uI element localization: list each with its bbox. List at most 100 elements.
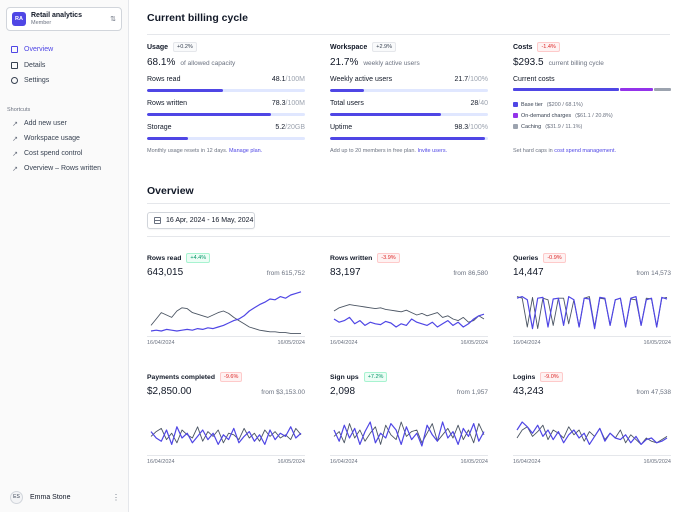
overview-title: Overview [147, 185, 194, 197]
metric-max: /40 [478, 100, 488, 107]
shortcut-workspace-usage[interactable]: ↗ Workspace usage [6, 131, 122, 146]
shortcut-overview-rows-written[interactable]: ↗ Overview – Rows written [6, 161, 122, 176]
cost-segment-3 [653, 88, 672, 91]
series-line-2 [333, 421, 485, 447]
metric-value: 21.7 [454, 76, 469, 83]
metric-card[interactable]: Rows read +4.4% 643,015 from 615,752 16/04/2… [147, 253, 305, 363]
org-avatar: RA [12, 12, 26, 26]
cost-segment-1 [513, 88, 620, 91]
metric-rows-read: Rows read 48.1/100M [147, 76, 305, 92]
card-value: 2,098 [330, 386, 356, 397]
metric-max: /20GB [285, 124, 305, 131]
line-chart [147, 291, 305, 337]
metric-max: /100% [468, 76, 488, 83]
legend-caching: Caching ($31.9 / 11.1%) [513, 121, 613, 132]
workspace-section: Workspace +2.9% 21.7% weekly active user… [330, 42, 488, 140]
x-tick-label: 16/05/2024 [277, 459, 305, 465]
divider [147, 34, 670, 35]
usage-sub: of allowed capacity [180, 60, 236, 67]
workspace-note: Add up to 20 members in free plan. Invit… [330, 148, 500, 154]
metric-card[interactable]: Rows written -3.9% 83,197 from 86,580 16/04/… [330, 253, 488, 363]
metric-max: /100M [285, 76, 305, 83]
line-chart [513, 421, 671, 456]
costs-value: $293.5 [513, 57, 544, 68]
usage-badge: +0.2% [173, 42, 197, 52]
line-chart [330, 304, 488, 337]
progress-bar [147, 113, 305, 116]
line-chart [147, 426, 305, 456]
shortcut-label: Add new user [24, 120, 67, 127]
user-menu[interactable]: ES Emma Stone ⋮ [10, 490, 120, 504]
series-line-2 [333, 313, 485, 328]
avatar: ES [10, 490, 23, 504]
cost-spend-management-link[interactable]: cost spend management. [554, 148, 617, 154]
chevron-up-down-icon: ⇅ [110, 16, 116, 23]
cost-legend: Base tier ($200 / 68.1%) On-demand charg… [513, 99, 613, 132]
legend-swatch [513, 124, 518, 129]
metric-card[interactable]: Payments completed -9.6% $2,850.00 from $3,… [147, 372, 305, 482]
manage-plan-link[interactable]: Manage plan. [228, 148, 263, 154]
invite-users-link[interactable]: Invite users. [417, 148, 448, 154]
usage-note-text: Monthly usage resets in 12 days. [147, 148, 228, 154]
series-line-2 [516, 296, 668, 330]
shortcut-add-new-user[interactable]: ↗ Add new user [6, 116, 122, 131]
card-badge: -0.9% [543, 253, 566, 263]
progress-fill [330, 113, 441, 116]
progress-bar [147, 89, 305, 92]
user-name: Emma Stone [30, 493, 71, 501]
legend-label: Base tier [521, 101, 543, 108]
x-tick-label: 16/05/2024 [277, 340, 305, 346]
metric-card[interactable]: Logins -9.0% 43,243 from 47,538 16/04/2024 16… [513, 372, 671, 482]
sidebar-item-label: Settings [24, 77, 50, 84]
metric-max: /100% [468, 124, 488, 131]
card-title: Sign ups [330, 373, 359, 381]
card-title: Queries [513, 254, 539, 262]
workspace-note-text: Add up to 20 members in free plan. [330, 148, 416, 154]
costs-note: Set hard caps in cost spend management. [513, 148, 683, 154]
current-costs-label: Current costs [513, 76, 555, 83]
more-vertical-icon[interactable]: ⋮ [112, 492, 120, 502]
progress-bar [330, 89, 488, 92]
date-range-picker[interactable]: 16 Apr, 2024 - 16 May, 2024 [147, 212, 255, 229]
shortcut-cost-spend-control[interactable]: ↗ Cost spend control [6, 146, 122, 161]
usage-title: Usage [147, 43, 169, 51]
progress-fill [330, 137, 486, 140]
costs-note-text: Set hard caps in [513, 148, 553, 154]
workspace-value: 21.7% [330, 57, 359, 68]
card-badge: -9.0% [540, 372, 563, 382]
shortcuts-title: Shortcuts [7, 107, 31, 113]
card-badge: -9.6% [220, 372, 243, 382]
org-switcher[interactable]: RA Retail analytics Member ⇅ [6, 7, 122, 31]
org-name: Retail analytics [31, 12, 82, 19]
link-icon: ↗ [12, 120, 18, 128]
sidebar-item-label: Details [24, 61, 46, 69]
progress-fill [147, 113, 271, 116]
calendar-icon [154, 217, 161, 224]
x-tick-label: 16/04/2024 [330, 459, 358, 465]
metric-label: Uptime [330, 124, 353, 131]
card-value: $2,850.00 [147, 386, 192, 397]
x-tick-label: 16/04/2024 [330, 340, 358, 346]
sidebar-item-overview[interactable]: Overview [6, 42, 122, 57]
metric-value: 78.3 [271, 100, 286, 107]
legend-value: ($61.1 / 20.8%) [575, 112, 613, 119]
sidebar-nav: Overview Details Settings [6, 42, 122, 89]
divider [147, 236, 670, 237]
metric-card[interactable]: Sign ups +7.2% 2,098 from 1,957 16/04/2024 16… [330, 372, 488, 482]
gear-icon [11, 77, 18, 84]
org-role: Member [31, 20, 52, 26]
card-value: 83,197 [330, 267, 361, 278]
card-badge: -3.9% [377, 253, 400, 263]
usage-note: Monthly usage resets in 12 days. Manage … [147, 148, 317, 154]
x-tick-label: 16/04/2024 [147, 459, 175, 465]
progress-fill [330, 89, 365, 92]
x-tick-label: 16/05/2024 [643, 459, 671, 465]
metric-label: Rows written [147, 100, 188, 107]
link-icon: ↗ [12, 150, 18, 158]
legend-base-tier: Base tier ($200 / 68.1%) [513, 99, 613, 110]
metric-card[interactable]: Queries -0.9% 14,447 from 14,573 16/04/2024 1… [513, 253, 671, 363]
line-chart [330, 421, 488, 456]
sidebar-item-settings[interactable]: Settings [6, 73, 122, 88]
sidebar-item-details[interactable]: Details [6, 58, 122, 73]
workspace-title: Workspace [330, 43, 368, 51]
